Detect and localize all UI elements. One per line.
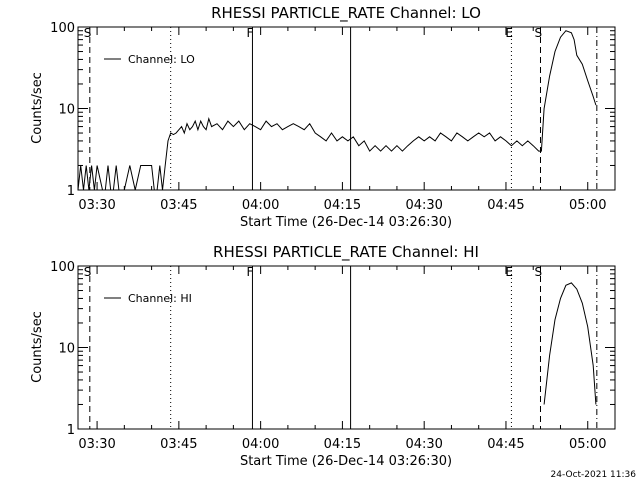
x-axis-label: Start Time (26-Dec-14 03:26:30) [240, 215, 452, 230]
event-marker-label: S [84, 26, 92, 40]
event-marker-label: S [84, 265, 92, 279]
legend: Channel: HI [104, 292, 192, 305]
y-tick-label: 100 [50, 21, 75, 36]
y-axis-label: Counts/sec [30, 311, 45, 383]
y-tick-label: 1 [67, 184, 75, 199]
plot-frame [77, 26, 616, 191]
axis-ticks: 03:30 03:45 04:00 04:15 04:30 04:45 05:00 1 10 10… [50, 21, 616, 213]
event-marker-label: E [505, 26, 513, 40]
y-tick-label: 10 [58, 103, 75, 118]
x-tick-label: 04:45 [487, 198, 524, 213]
event-marker-label: E [505, 265, 513, 279]
series-line [543, 282, 597, 405]
x-tick-label: 03:45 [160, 437, 197, 452]
event-marker-label: F [246, 265, 253, 279]
x-tick-label: 03:30 [78, 437, 115, 452]
x-tick-label: 04:00 [242, 437, 279, 452]
x-tick-label: 04:30 [405, 437, 442, 452]
x-tick-label: 03:45 [160, 198, 197, 213]
x-axis-label: Start Time (26-Dec-14 03:26:30) [240, 454, 452, 469]
event-marker-label: F [246, 26, 253, 40]
hi-channel-panel: RHESSI PARTICLE_RATE Channel: HI Counts/… [30, 243, 616, 469]
event-marker-label: S [534, 265, 542, 279]
x-tick-label: 04:45 [487, 437, 524, 452]
series-line [77, 30, 597, 191]
generation-timestamp: 24-Oct-2021 11:36 [551, 470, 637, 480]
plot-frame [77, 265, 616, 430]
event-marker-label: S [534, 26, 542, 40]
chart-title: RHESSI PARTICLE_RATE Channel: HI [213, 243, 479, 262]
legend: Channel: LO [104, 53, 195, 66]
lo-channel-panel: RHESSI PARTICLE_RATE Channel: LO Counts/… [30, 4, 616, 230]
data-series [77, 30, 597, 191]
x-tick-label: 04:15 [324, 437, 361, 452]
x-tick-label: 05:00 [569, 198, 606, 213]
legend-entry: Channel: HI [128, 292, 192, 305]
x-tick-label: 05:00 [569, 437, 606, 452]
data-series [543, 282, 597, 405]
y-tick-label: 100 [50, 260, 75, 275]
axis-ticks: 03:30 03:45 04:00 04:15 04:30 04:45 05:00 1 10 10… [50, 260, 616, 452]
chart-title: RHESSI PARTICLE_RATE Channel: LO [211, 4, 481, 23]
y-tick-label: 1 [67, 423, 75, 438]
x-tick-label: 04:15 [324, 198, 361, 213]
legend-entry: Channel: LO [128, 53, 195, 66]
x-tick-label: 04:00 [242, 198, 279, 213]
x-tick-label: 04:30 [405, 198, 442, 213]
y-tick-label: 10 [58, 342, 75, 357]
x-tick-label: 03:30 [78, 198, 115, 213]
y-axis-label: Counts/sec [30, 72, 45, 144]
